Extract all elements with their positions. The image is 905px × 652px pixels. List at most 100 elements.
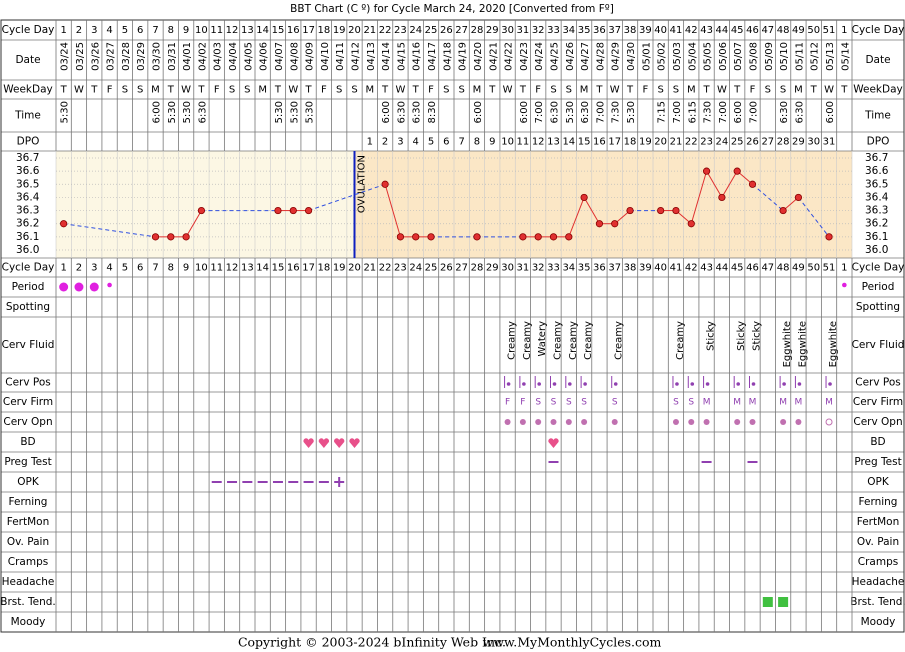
- date: 04/05: [243, 42, 254, 71]
- time: 5:30: [626, 101, 637, 123]
- dpo: 23: [700, 137, 713, 148]
- weekday: F: [107, 85, 113, 96]
- cycle-day: 15: [272, 263, 285, 274]
- dpo: 7: [458, 137, 464, 148]
- y-tick-label: 36.0: [865, 244, 888, 256]
- temp-line: [721, 170, 738, 198]
- time: 6:30: [779, 101, 790, 123]
- date: 05/05: [703, 42, 714, 71]
- cycle-day: 41: [670, 263, 683, 274]
- cycle-day: 51: [823, 263, 836, 274]
- temp-point: [396, 233, 405, 241]
- cycle-day: 43: [700, 263, 713, 274]
- cycle-day: 32: [532, 263, 545, 274]
- date: 04/06: [259, 42, 270, 71]
- temp-point: [304, 206, 313, 215]
- cerv-opn-dot: [734, 419, 741, 425]
- weekday: T: [412, 85, 420, 96]
- cycle-day: 1: [841, 25, 847, 36]
- date: 05/13: [825, 42, 836, 71]
- weekday: T: [733, 85, 741, 96]
- temp-line: [583, 197, 600, 224]
- weekday: S: [673, 85, 679, 96]
- weekday: S: [458, 85, 464, 96]
- cerv-opn-dot: [825, 418, 833, 426]
- dpo: 28: [777, 137, 790, 148]
- temp-line: [185, 210, 202, 238]
- dpo: 1: [367, 137, 373, 148]
- time: 6:00: [473, 101, 484, 123]
- cycle-day: 36: [593, 25, 606, 36]
- date: 04/10: [320, 42, 331, 71]
- row-label: Cramps: [8, 556, 48, 568]
- brst-tend: [762, 597, 773, 607]
- row-label: Cerv Pos: [855, 377, 901, 389]
- cerv-opn-dot: [611, 419, 618, 425]
- date: 04/26: [565, 42, 576, 71]
- weekday: T: [381, 85, 389, 96]
- y-tick-label: 36.0: [16, 244, 39, 256]
- weekday: M: [794, 85, 803, 96]
- cycle-day: 12: [226, 263, 239, 274]
- temp-point: [473, 233, 481, 241]
- temp-point: [595, 220, 604, 228]
- cycle-day: 19: [333, 25, 346, 36]
- cycle-day: 14: [256, 263, 269, 274]
- cycle-day: 47: [761, 25, 774, 36]
- weekday: T: [840, 85, 848, 96]
- weekday: W: [181, 85, 191, 96]
- cerv-pos-dot: [690, 382, 695, 386]
- cycle-day: 34: [562, 25, 575, 36]
- cycle-day: 29: [486, 25, 499, 36]
- cerv-fluid: Creamy: [507, 321, 518, 360]
- cycle-day: 15: [272, 25, 285, 36]
- time: 6:30: [197, 101, 208, 123]
- cycle-day: 11: [210, 263, 223, 274]
- date: 04/09: [305, 42, 316, 71]
- date: 04/16: [412, 42, 423, 71]
- y-tick-label: 36.3: [16, 205, 39, 217]
- weekday: F: [750, 85, 756, 96]
- cerv-firm: S: [551, 398, 557, 408]
- cycle-day: 37: [608, 25, 621, 36]
- cycle-day: 34: [562, 263, 575, 274]
- cycle-day: 30: [501, 25, 514, 36]
- y-tick-label: 36.7: [16, 152, 39, 164]
- bd-heart: [349, 438, 360, 448]
- time: 7:00: [595, 101, 606, 123]
- dpo: 17: [608, 137, 621, 148]
- cerv-fluid: Creamy: [553, 321, 564, 360]
- cerv-pos-dot: [552, 382, 557, 386]
- time: 7:00: [534, 101, 545, 123]
- cerv-pos-dot: [751, 382, 756, 386]
- row-label: Ferning: [859, 496, 898, 508]
- row-label: WeekDay: [3, 84, 53, 96]
- cycle-day: 46: [746, 25, 759, 36]
- cycle-day: 50: [807, 25, 820, 36]
- cycle-day: 4: [106, 25, 112, 36]
- weekday: W: [503, 85, 513, 96]
- cerv-fluid: Creamy: [614, 321, 625, 360]
- weekday: S: [244, 85, 250, 96]
- cycle-day: 19: [333, 263, 346, 274]
- y-tick-label: 36.7: [865, 152, 888, 164]
- cerv-fluid: Creamy: [675, 321, 686, 360]
- weekday: M: [473, 85, 482, 96]
- dpo: 14: [562, 137, 575, 148]
- row-label: FertMon: [857, 516, 900, 528]
- pre-ovulation-area: [56, 151, 355, 258]
- cerv-firm: M: [703, 398, 711, 408]
- cycle-day: 27: [455, 25, 468, 36]
- cerv-fluid: Eggwhite: [797, 321, 808, 367]
- cycle-day: 9: [183, 25, 189, 36]
- cycle-day: 28: [471, 263, 484, 274]
- cerv-firm: M: [825, 398, 833, 408]
- cycle-day: 47: [761, 263, 774, 274]
- cerv-firm: S: [566, 398, 572, 408]
- chart-title: BBT Chart (C º) for Cycle March 24, 2020…: [290, 3, 614, 15]
- cycle-day: 49: [792, 25, 805, 36]
- cycle-day: 43: [700, 25, 713, 36]
- cycle-day: 17: [302, 263, 315, 274]
- copyright: Copyright © 2003-2024 bInfinity Web Inc.: [238, 635, 506, 650]
